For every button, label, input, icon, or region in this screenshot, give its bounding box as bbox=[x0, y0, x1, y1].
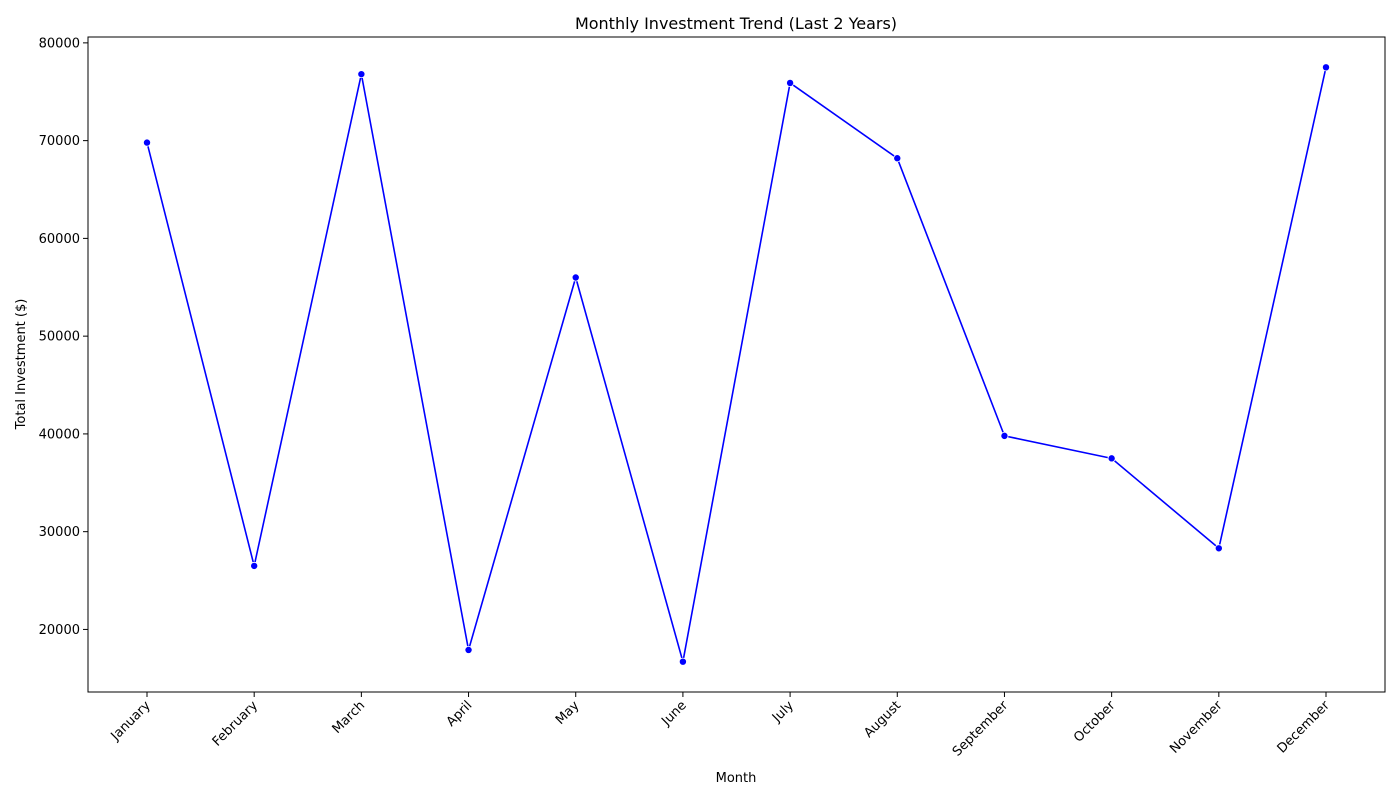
data-point[interactable] bbox=[250, 561, 259, 570]
x-tick-label: October bbox=[1071, 698, 1119, 746]
y-tick-label: 60000 bbox=[39, 232, 80, 247]
y-tick-label: 40000 bbox=[39, 427, 80, 442]
data-point[interactable] bbox=[1000, 431, 1009, 440]
data-point[interactable] bbox=[142, 138, 151, 147]
x-tick-label: November bbox=[1167, 698, 1226, 757]
data-point[interactable] bbox=[893, 154, 902, 163]
y-tick-label: 50000 bbox=[39, 330, 80, 345]
x-tick-label: February bbox=[210, 698, 262, 750]
x-tick-label: August bbox=[861, 698, 904, 741]
y-tick-label: 80000 bbox=[39, 36, 80, 51]
x-tick-label: March bbox=[330, 698, 369, 737]
data-point[interactable] bbox=[571, 273, 580, 282]
x-tick-label: December bbox=[1275, 698, 1334, 757]
y-axis-label: Total Investment ($) bbox=[14, 299, 29, 431]
chart-title: Monthly Investment Trend (Last 2 Years) bbox=[575, 14, 897, 33]
x-axis-label: Month bbox=[716, 771, 757, 786]
y-tick-label: 30000 bbox=[39, 525, 80, 540]
data-point[interactable] bbox=[1214, 544, 1223, 553]
x-tick-label: January bbox=[108, 698, 154, 744]
plot-area bbox=[87, 36, 1386, 693]
data-point[interactable] bbox=[678, 657, 687, 666]
x-tick-label: July bbox=[769, 698, 797, 726]
x-axis-ticks: January February March April May June July Augu… bbox=[108, 692, 1334, 760]
x-tick-label: June bbox=[658, 698, 689, 729]
data-point[interactable] bbox=[357, 70, 366, 79]
x-tick-label: September bbox=[950, 698, 1012, 760]
series-group bbox=[142, 63, 1331, 666]
data-point[interactable] bbox=[464, 645, 473, 654]
x-tick-label: May bbox=[553, 698, 583, 728]
data-point[interactable] bbox=[1322, 63, 1331, 72]
y-tick-label: 70000 bbox=[39, 134, 80, 149]
data-point[interactable] bbox=[786, 78, 795, 87]
series-line bbox=[146, 67, 1327, 663]
y-tick-label: 20000 bbox=[39, 623, 80, 638]
x-tick-label: April bbox=[444, 698, 476, 730]
data-point[interactable] bbox=[1107, 454, 1116, 463]
y-axis-ticks: 20000 30000 40000 50000 60000 70000 80000 bbox=[39, 36, 88, 638]
